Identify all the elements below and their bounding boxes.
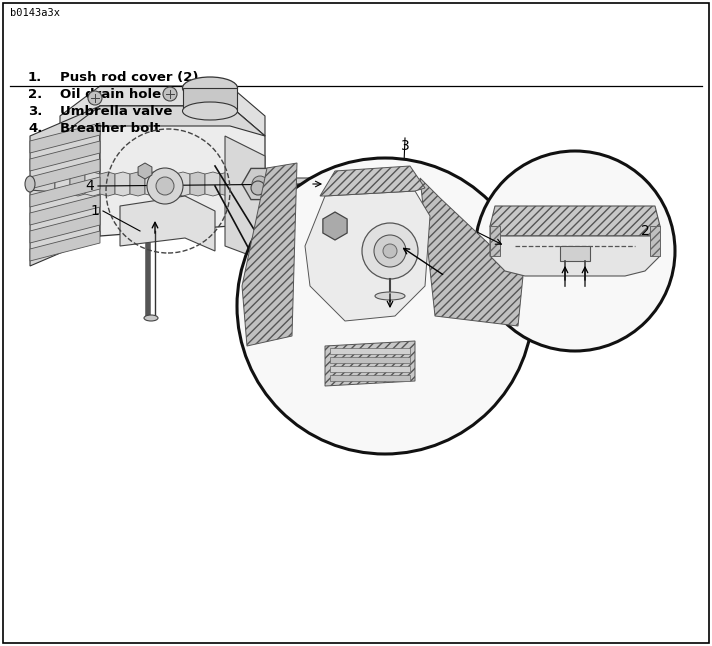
- Circle shape: [374, 235, 406, 267]
- Circle shape: [163, 87, 177, 101]
- Polygon shape: [190, 172, 205, 196]
- Polygon shape: [60, 86, 265, 136]
- Polygon shape: [115, 172, 130, 196]
- Polygon shape: [560, 246, 590, 261]
- Text: 2.: 2.: [28, 88, 42, 101]
- Polygon shape: [30, 141, 100, 171]
- Polygon shape: [100, 106, 265, 256]
- Polygon shape: [305, 191, 430, 321]
- Polygon shape: [278, 178, 325, 190]
- Text: b0143a3x: b0143a3x: [10, 8, 60, 18]
- Polygon shape: [220, 172, 235, 196]
- Polygon shape: [205, 172, 220, 196]
- Circle shape: [252, 176, 268, 192]
- Polygon shape: [138, 163, 152, 179]
- Polygon shape: [175, 172, 190, 196]
- Polygon shape: [130, 172, 145, 196]
- Ellipse shape: [182, 102, 238, 120]
- Text: 4: 4: [85, 179, 95, 193]
- Polygon shape: [30, 213, 100, 243]
- Polygon shape: [325, 341, 415, 386]
- Circle shape: [237, 158, 533, 454]
- Polygon shape: [30, 231, 100, 261]
- Polygon shape: [330, 366, 410, 372]
- Polygon shape: [330, 348, 410, 354]
- Polygon shape: [60, 106, 265, 136]
- Circle shape: [362, 223, 418, 279]
- Polygon shape: [30, 106, 100, 266]
- Ellipse shape: [25, 176, 35, 192]
- Polygon shape: [650, 226, 660, 256]
- Polygon shape: [100, 172, 115, 196]
- Polygon shape: [55, 172, 70, 196]
- Circle shape: [156, 177, 174, 195]
- Polygon shape: [242, 163, 297, 346]
- Ellipse shape: [182, 77, 238, 99]
- Text: 3.: 3.: [28, 105, 43, 118]
- Polygon shape: [145, 172, 160, 196]
- Polygon shape: [225, 136, 265, 261]
- Polygon shape: [160, 172, 175, 196]
- Polygon shape: [330, 375, 410, 381]
- Ellipse shape: [144, 315, 158, 321]
- Polygon shape: [85, 172, 100, 196]
- Circle shape: [88, 91, 102, 105]
- Text: Umbrella valve: Umbrella valve: [60, 105, 172, 118]
- Polygon shape: [490, 226, 660, 276]
- Circle shape: [383, 244, 397, 258]
- Text: 2: 2: [641, 224, 649, 238]
- Circle shape: [251, 181, 265, 195]
- Polygon shape: [242, 169, 278, 200]
- Polygon shape: [320, 166, 425, 196]
- Text: 1: 1: [90, 204, 100, 218]
- Polygon shape: [490, 226, 500, 256]
- Polygon shape: [420, 178, 523, 326]
- Polygon shape: [30, 159, 100, 189]
- Text: 4.: 4.: [28, 122, 43, 135]
- Circle shape: [475, 151, 675, 351]
- Text: Breather bolt: Breather bolt: [60, 122, 160, 135]
- Polygon shape: [490, 206, 660, 236]
- Polygon shape: [30, 195, 100, 225]
- Polygon shape: [30, 177, 100, 207]
- Polygon shape: [183, 88, 237, 111]
- Polygon shape: [323, 212, 347, 240]
- Text: 3: 3: [401, 139, 409, 153]
- Circle shape: [147, 168, 183, 204]
- Polygon shape: [30, 123, 100, 153]
- Polygon shape: [30, 176, 55, 192]
- Text: 1.: 1.: [28, 71, 42, 84]
- Polygon shape: [330, 357, 410, 363]
- Text: Oil drain hole: Oil drain hole: [60, 88, 161, 101]
- Polygon shape: [120, 196, 215, 251]
- Text: Push rod cover (2): Push rod cover (2): [60, 71, 199, 84]
- Polygon shape: [70, 172, 85, 196]
- Ellipse shape: [375, 292, 405, 300]
